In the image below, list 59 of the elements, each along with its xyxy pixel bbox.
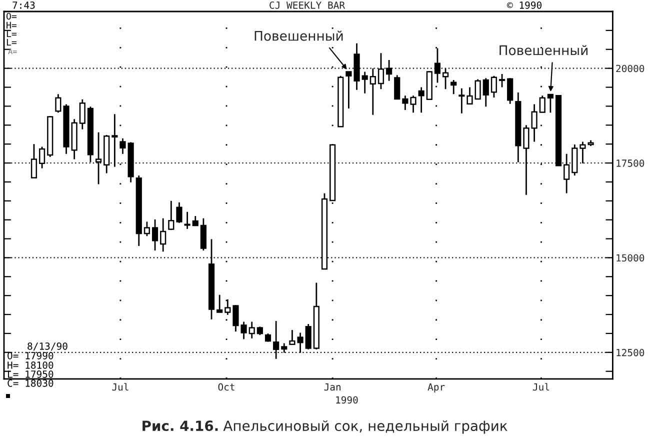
annotation: H=: [6, 22, 16, 29]
candlestick: [160, 218, 166, 252]
candlestick: [152, 218, 158, 252]
x-tick-label: Jul: [112, 383, 128, 391]
text: Апельсиновый сок, недельный график: [223, 420, 508, 434]
candlestick: [200, 218, 206, 252]
annotation: Повешенный: [500, 45, 588, 56]
candlestick: [216, 294, 223, 313]
candlestick: [410, 94, 416, 114]
text: Рис. 4.16.: [142, 420, 218, 432]
candlestick: [547, 94, 554, 114]
candlestick: [346, 71, 352, 110]
text: 7:43: [12, 1, 35, 9]
candlestick: [498, 73, 506, 88]
text: © 1990: [507, 1, 542, 9]
annotation: Повешенный: [254, 30, 343, 41]
x-tick-label: Oct: [218, 383, 234, 391]
candlestick: [192, 215, 198, 227]
annotation: L=: [6, 38, 16, 46]
annotation: L=: [6, 30, 16, 38]
candlestick: [305, 323, 312, 350]
candlestick: [402, 94, 408, 111]
chart-title: CJ WEEKLY BAR: [270, 1, 346, 9]
y-tick-label: 15000: [616, 254, 644, 262]
annotation: O=: [6, 12, 16, 20]
candlestick: [507, 77, 514, 105]
candlestick: [418, 86, 424, 114]
candlestick: [564, 153, 570, 194]
annotation: H= 18100: [8, 361, 54, 369]
candlestick: [144, 221, 150, 237]
candlestick: [184, 211, 190, 230]
x-tick-label: Apr: [428, 383, 445, 393]
text: C= 18030: [8, 379, 54, 387]
candlestick: [248, 321, 255, 340]
candlestick: [168, 200, 174, 231]
annotation: 8/13/90: [28, 342, 68, 351]
candlestick: [394, 74, 400, 100]
candlestick: [531, 104, 538, 142]
annotation: O= 17990: [8, 352, 54, 360]
candlestick: [450, 79, 457, 95]
candlestick: [79, 98, 86, 130]
candlestick: [474, 78, 481, 100]
candlestick: [490, 75, 498, 98]
candlestick: [362, 71, 368, 94]
y-tick-label: 17500: [616, 160, 644, 167]
candlestick: [539, 94, 546, 114]
y-tick-label: 20000: [616, 64, 644, 72]
candlestick: [176, 202, 182, 224]
candlestick: [120, 138, 126, 155]
x-axis-title: 1990: [336, 396, 358, 404]
candlestick: [112, 113, 118, 168]
y-tick-label: 12500: [616, 348, 644, 356]
candlestick: [482, 77, 489, 108]
candlestick: [55, 93, 62, 114]
annotation: L= 17950: [8, 370, 54, 378]
x-tick-label: Jan: [324, 383, 340, 391]
candlestick: [458, 88, 465, 114]
x-tick-label: Jul: [532, 383, 550, 391]
candlestick: [466, 86, 473, 105]
